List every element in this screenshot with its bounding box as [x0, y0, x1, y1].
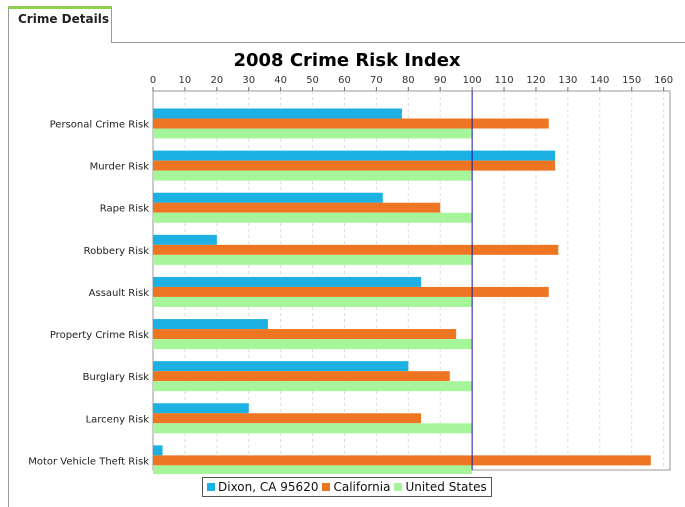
bar-united-states [153, 339, 473, 350]
bar-california [153, 244, 559, 255]
legend-label: Dixon, CA 95620 [218, 480, 319, 494]
crime-risk-chart: 2008 Crime Risk Index 0 10 20 30 40 50 60 70 80 9… [28, 50, 673, 474]
category-label: Rape Risk [100, 204, 149, 215]
legend-swatch [207, 483, 215, 491]
tab-bar-divider [112, 42, 685, 43]
category-label: Larceny Risk [86, 414, 150, 425]
bar-california [153, 202, 441, 213]
x-tick-label: 80 [402, 75, 415, 86]
bar-dixon [153, 361, 409, 372]
bar-united-states [153, 381, 473, 392]
bar-california [153, 118, 549, 129]
category-label: Burglary Risk [83, 372, 150, 383]
chart-title: 2008 Crime Risk Index [233, 50, 460, 71]
bar-united-states [153, 212, 473, 223]
bar-united-states [153, 423, 473, 434]
x-tick-label: 100 [463, 75, 482, 86]
panel-border [8, 43, 9, 507]
bar-united-states [153, 296, 473, 307]
legend-item: Dixon, CA 95620 [207, 480, 318, 494]
x-tick-label: 130 [558, 75, 577, 86]
legend-label: California [333, 480, 391, 494]
bar-california [153, 455, 651, 466]
bar-dixon [153, 150, 556, 161]
legend-swatch [322, 483, 331, 491]
category-label: Motor Vehicle Theft Risk [28, 456, 149, 467]
bar-california [153, 286, 549, 297]
x-tick-label: 40 [274, 75, 287, 86]
bar-california [153, 371, 450, 382]
bar-dixon [153, 319, 268, 330]
bar-united-states [153, 128, 473, 139]
x-tick-label: 10 [179, 75, 192, 86]
bar-united-states [153, 254, 473, 265]
bar-dixon [153, 276, 422, 287]
plot-area: 0 10 20 30 40 50 60 70 80 90 100 110 120 130 140 150 160… [28, 75, 673, 474]
category-label: Property Crime Risk [50, 330, 149, 341]
bar-dixon [153, 192, 383, 203]
category-label: Assault Risk [89, 288, 150, 299]
x-tick-label: 50 [306, 75, 319, 86]
x-tick-label: 90 [434, 75, 447, 86]
x-tick-label: 20 [210, 75, 223, 86]
legend-item: California [322, 480, 390, 494]
category-label: Personal Crime Risk [50, 120, 150, 131]
bar-dixon [153, 445, 163, 456]
tab-bar: Crime Details [0, 0, 685, 44]
legend-swatch [394, 483, 403, 491]
legend-label: United States [405, 480, 487, 494]
chart-legend: Dixon, CA 95620 California United States [202, 477, 492, 497]
legend-item: United States [394, 480, 487, 494]
x-tick-label: 140 [590, 75, 609, 86]
bar-dixon [153, 234, 217, 245]
x-tick-label: 110 [495, 75, 514, 86]
x-tick-label: 150 [622, 75, 641, 86]
bar-dixon [153, 403, 249, 414]
tab-crime-details[interactable]: Crime Details [8, 6, 112, 43]
x-tick-label: 120 [526, 75, 545, 86]
bar-california [153, 413, 422, 424]
bar-united-states [153, 170, 473, 181]
x-tick-label: 0 [150, 75, 156, 86]
category-label: Murder Risk [90, 162, 150, 173]
bar-dixon [153, 108, 402, 119]
x-tick-label: 160 [654, 75, 673, 86]
bar-united-states [153, 465, 473, 474]
x-tick-label: 70 [370, 75, 383, 86]
category-label: Robbery Risk [84, 246, 150, 257]
bar-california [153, 329, 457, 340]
bar-california [153, 160, 556, 171]
x-tick-label: 60 [338, 75, 351, 86]
x-tick-label: 30 [242, 75, 255, 86]
